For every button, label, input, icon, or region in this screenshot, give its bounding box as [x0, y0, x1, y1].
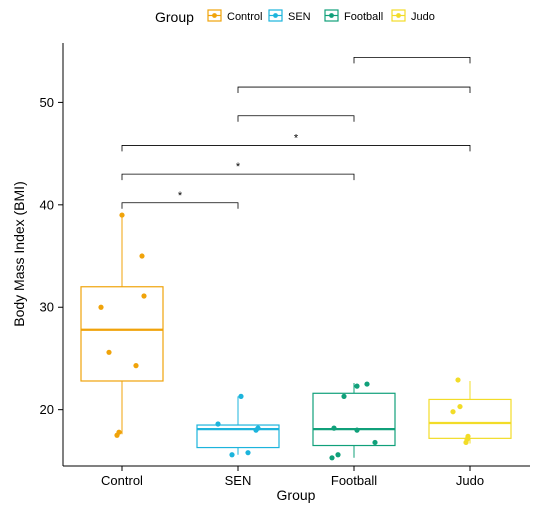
data-point-control	[106, 349, 112, 355]
box-control	[80, 215, 164, 435]
y-tick-label: 50	[40, 95, 54, 110]
data-point-control	[141, 293, 147, 299]
box-football	[312, 383, 396, 458]
significance-bracket	[237, 115, 355, 122]
significance-bracket	[121, 202, 239, 209]
x-ticks: Control SEN Football Judo	[101, 466, 484, 488]
significance-label: *	[294, 132, 299, 144]
data-point-judo	[455, 377, 461, 383]
data-point-sen	[245, 450, 251, 456]
jitter-points	[98, 212, 471, 461]
y-ticks: 20 30 40 50	[40, 95, 63, 417]
legend-label: Control	[227, 11, 262, 23]
data-point-judo	[457, 403, 463, 410]
legend-item-sen: SEN	[268, 9, 311, 23]
y-axis-title: Body Mass Index (BMI)	[11, 181, 27, 327]
box-iqr	[80, 286, 164, 382]
box-series	[80, 215, 512, 458]
legend-title: Group	[155, 9, 194, 25]
y-tick-label: 20	[40, 402, 54, 417]
legend-item-control: Control	[207, 9, 262, 23]
box-iqr	[428, 398, 512, 439]
data-point-sen	[255, 425, 261, 431]
x-axis-title: Group	[277, 487, 316, 503]
data-point-football	[364, 381, 370, 387]
data-point-control	[139, 253, 145, 259]
y-tick-label: 40	[40, 197, 54, 212]
legend-label: SEN	[288, 11, 311, 23]
data-point-judo	[450, 409, 456, 415]
data-point-football	[331, 425, 337, 431]
significance-bracket	[121, 173, 355, 181]
x-tick-label: Judo	[456, 473, 484, 488]
data-point-football	[341, 393, 347, 399]
significance-bracket	[121, 145, 471, 152]
legend-key-point	[396, 13, 401, 18]
box-sen	[196, 396, 280, 455]
x-tick-label: SEN	[225, 473, 252, 488]
data-point-football	[335, 452, 341, 458]
legend-item-football: Football	[324, 9, 383, 23]
box-iqr	[312, 392, 396, 447]
box-iqr	[196, 424, 280, 449]
data-point-sen	[215, 421, 221, 427]
legend-key-point	[273, 13, 278, 18]
significance-bracket	[353, 56, 471, 64]
data-point-football	[372, 439, 378, 446]
legend-label: Judo	[411, 11, 435, 23]
significance-bracket	[237, 86, 471, 94]
legend-label: Football	[344, 11, 383, 23]
data-point-sen	[229, 452, 235, 458]
data-point-control	[98, 304, 104, 310]
legend-item-judo: Judo	[391, 9, 435, 23]
data-point-control	[133, 363, 139, 369]
significance-label: *	[178, 190, 183, 202]
significance-brackets: * * *	[121, 56, 471, 209]
axes	[62, 43, 530, 467]
data-point-football	[354, 427, 360, 433]
box-judo	[428, 380, 512, 444]
x-tick-label: Control	[101, 473, 143, 488]
y-tick-label: 30	[40, 300, 54, 315]
data-point-football	[354, 383, 360, 389]
x-tick-label: Football	[331, 473, 377, 488]
data-point-control	[119, 212, 125, 218]
legend-key-point	[329, 13, 334, 18]
legend: Group Control SEN Football Judo	[155, 9, 435, 25]
significance-label: *	[236, 161, 241, 173]
legend-key-point	[212, 13, 217, 18]
data-point-sen	[238, 393, 244, 399]
data-point-football	[329, 455, 335, 461]
data-point-judo	[465, 433, 471, 439]
data-point-control	[116, 429, 122, 435]
